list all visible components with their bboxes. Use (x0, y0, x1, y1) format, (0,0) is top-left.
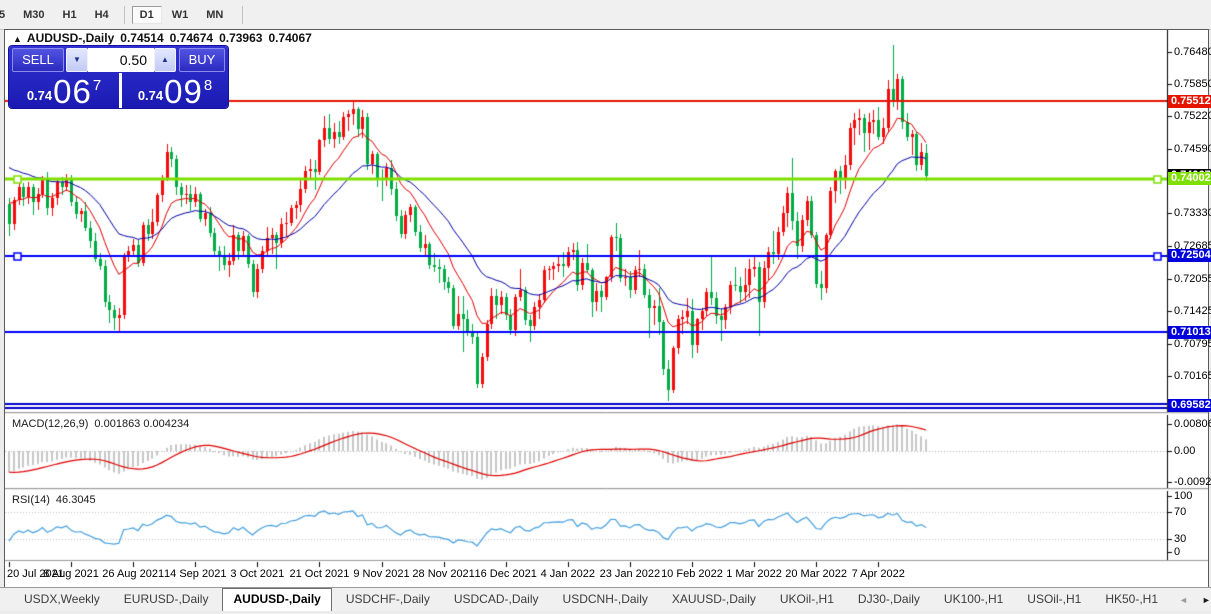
timeframe-toolbar: 5 M30 H1 H4 D1 W1 MN (0, 0, 1211, 30)
ohlc-open: 0.74514 (120, 31, 164, 45)
date-label: 23 Jan 2022 (599, 568, 661, 580)
tab-usdchf[interactable]: USDCHF-,Daily (345, 592, 430, 606)
tab-audusd[interactable]: AUDUSD-,Daily (222, 588, 332, 611)
date-label: 3 Oct 2021 (230, 568, 285, 580)
price-divider (119, 73, 122, 108)
tab-usdx[interactable]: USDX,Weekly (24, 592, 100, 606)
tab-usdcad[interactable]: USDCAD-,Daily (453, 592, 539, 606)
price-badge: 0.74002 (1168, 172, 1211, 186)
toolbar-separator (123, 5, 125, 24)
date-label: 1 Mar 2022 (726, 568, 782, 580)
date-label: 26 Aug 2021 (102, 568, 165, 580)
macd-values: 0.001863 0.004234 (94, 418, 190, 430)
sell-price-display[interactable]: 0.74 06 7 (9, 73, 119, 110)
triangle-up-icon: ▲ (161, 55, 169, 64)
tab-dj30[interactable]: DJ30-,Daily (857, 592, 920, 606)
macd-axis-label: -0.009286 (1174, 476, 1211, 489)
sell-price-big: 06 (53, 73, 92, 110)
price-tick-label: 0.76480 (1174, 45, 1211, 58)
price-tick-label: 0.73330 (1174, 207, 1211, 220)
price-tick-label: 0.72055 (1174, 272, 1211, 285)
tab-xauusd[interactable]: XAUUSD-,Daily (671, 592, 756, 606)
tab-ukoil[interactable]: UKOil-,H1 (779, 592, 834, 606)
buy-price-pip: 8 (203, 77, 213, 94)
tab-hk50[interactable]: HK50-,H1 (1105, 592, 1158, 606)
price-badge: 0.71013 (1168, 325, 1211, 339)
ohlc-low: 0.73963 (219, 31, 263, 45)
timeframe-button-5[interactable]: 5 (0, 8, 6, 21)
collapse-arrow-icon[interactable]: ▲ (13, 34, 22, 44)
date-label: 4 Jan 2022 (540, 568, 595, 580)
timeframe-button-mn[interactable]: MN (206, 8, 224, 21)
macd-title: MACD(12,26,9) (12, 418, 89, 430)
tab-scroll-left-icon[interactable]: ◄ (1179, 594, 1188, 605)
sell-price-pip: 7 (92, 77, 102, 94)
triangle-down-icon: ▼ (73, 55, 81, 64)
date-label: 14 Sep 2021 (164, 568, 227, 580)
timeframe-button-m30[interactable]: M30 (23, 8, 45, 21)
buy-button[interactable]: BUY (179, 48, 225, 72)
date-label: 21 Oct 2021 (289, 568, 350, 580)
timeframe-button-d1[interactable]: D1 (131, 5, 162, 24)
date-label: 10 Feb 2022 (661, 568, 723, 580)
price-tick-label: 0.71425 (1174, 305, 1211, 318)
ohlc-high: 0.74674 (169, 31, 214, 45)
buy-price-display[interactable]: 0.74 09 8 (122, 73, 228, 110)
chart-window: ▲ AUDUSD-,Daily 0.74514 0.74674 0.73963 0.740… (4, 29, 1211, 588)
volume-input[interactable] (88, 48, 154, 72)
rsi-title: RSI(14) (12, 494, 50, 506)
rsi-axis-label: 70 (1174, 506, 1187, 519)
tab-usdcnh[interactable]: USDCNH-,Daily (562, 592, 648, 606)
macd-axis-label: 0.00 (1174, 445, 1196, 457)
tab-usoil[interactable]: USOil-,H1 (1027, 592, 1082, 606)
volume-increase-button[interactable]: ▲ (154, 48, 176, 72)
price-badge: 0.69582 (1168, 399, 1211, 413)
chart-symbol-label: AUDUSD-,Daily (26, 31, 115, 45)
rsi-axis-label: 0 (1174, 546, 1181, 558)
tab-scroll-right-icon[interactable]: ► (1201, 594, 1211, 605)
price-tick-label: 0.70165 (1174, 369, 1211, 382)
sell-price-prefix: 0.74 (26, 88, 53, 103)
timeframe-button-w1[interactable]: W1 (171, 8, 189, 21)
tab-eurusd[interactable]: EURUSD-,Daily (123, 592, 209, 606)
rsi-indicator-label: RSI(14) 46.3045 (12, 494, 96, 506)
buy-price-prefix: 0.74 (137, 88, 164, 103)
date-label: 7 Apr 2022 (851, 568, 905, 580)
price-tick-label: 0.75220 (1174, 110, 1211, 123)
sell-button[interactable]: SELL (12, 48, 64, 72)
toolbar-separator (242, 5, 244, 24)
date-label: 9 Nov 2021 (353, 568, 410, 580)
volume-decrease-button[interactable]: ▼ (66, 48, 88, 72)
date-label: 28 Nov 2021 (412, 568, 475, 580)
buy-price-big: 09 (164, 73, 203, 110)
chart-canvas[interactable] (5, 30, 1208, 587)
date-label: 20 Mar 2022 (785, 568, 848, 580)
price-badge: 0.72504 (1168, 249, 1211, 263)
symbol-tabbar: USDX,Weekly EURUSD-,Daily AUDUSD-,Daily USD… (0, 587, 1211, 611)
date-label: 16 Dec 2021 (474, 568, 537, 580)
rsi-value: 46.3045 (55, 494, 96, 506)
price-tick-label: 0.70795 (1174, 337, 1211, 350)
tab-scroll-arrows: ◄ ► (1172, 588, 1211, 611)
price-tick-label: 0.75850 (1174, 77, 1211, 90)
chart-title: ▲ AUDUSD-,Daily 0.74514 0.74674 0.73963 0.740… (13, 31, 312, 45)
rsi-axis-label: 30 (1174, 533, 1187, 546)
macd-axis-label: 0.008061 (1174, 418, 1211, 431)
price-badge: 0.75512 (1168, 94, 1211, 108)
price-tick-label: 0.74590 (1174, 142, 1211, 155)
timeframe-button-h4[interactable]: H4 (94, 8, 109, 21)
timeframe-button-h1[interactable]: H1 (62, 8, 77, 21)
date-label: 20 Jul 2021 (7, 568, 64, 580)
ohlc-close: 0.74067 (268, 31, 312, 45)
macd-indicator-label: MACD(12,26,9) 0.001863 0.004234 (12, 418, 189, 430)
rsi-axis-label: 100 (1174, 490, 1193, 502)
tab-uk100[interactable]: UK100-,H1 (943, 592, 1004, 606)
date-label: 8 Aug 2021 (43, 568, 99, 580)
